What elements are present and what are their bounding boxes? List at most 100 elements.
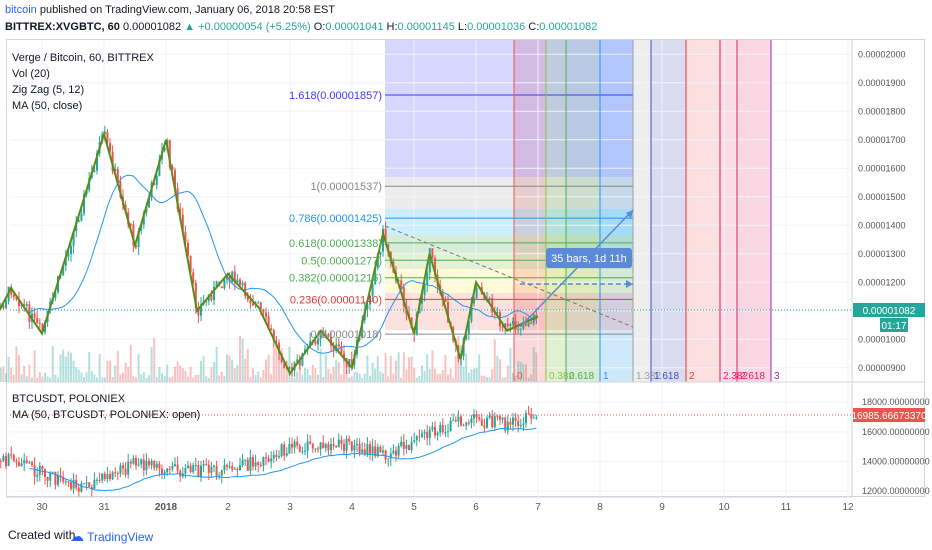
lower-candle	[353, 445, 356, 451]
main-candle	[179, 209, 182, 215]
chart-header: bitcoin published on TradingView.com, Ja…	[0, 0, 932, 40]
main-candle	[77, 220, 80, 222]
lower-candle	[457, 416, 460, 422]
lower-candle	[265, 457, 267, 459]
lower-candle	[358, 443, 361, 453]
lower-candle	[166, 468, 169, 473]
main-y-tick: 0.00001800	[858, 106, 906, 116]
fib-time-label: 1.618	[654, 371, 679, 382]
main-y-tick: 0.00002000	[858, 49, 906, 59]
volume-bar	[332, 366, 335, 382]
lower-legend-ma[interactable]: MA (50, BTCUSDT, POLONIEX: open)	[12, 409, 200, 421]
price-label: 0.00001082	[863, 306, 916, 317]
main-candle	[36, 317, 39, 323]
volume-bar	[413, 367, 416, 382]
volume-bar	[480, 375, 483, 382]
volume-bar	[340, 374, 343, 382]
lower-candle	[530, 414, 533, 419]
volume-bar	[223, 375, 226, 382]
main-candle	[525, 323, 527, 326]
main-candle	[512, 320, 514, 324]
main-candle	[106, 131, 109, 144]
volume-bar	[491, 368, 494, 382]
close-value: 0.00001082	[539, 21, 598, 33]
lower-price-axis[interactable]: 18000.00000000 16000.00000000 14000.000000…	[862, 397, 930, 496]
volume-bar	[272, 348, 275, 382]
main-candle	[137, 230, 140, 248]
main-candle	[129, 224, 132, 226]
lower-candle	[5, 456, 7, 466]
tradingview-logo-icon[interactable]: ☁ TradingView	[70, 528, 154, 544]
lower-candle	[280, 444, 283, 457]
fib-retracement-labels: 1.618(0.00001857) 1(0.00001537) 0.786(0.00…	[289, 90, 382, 341]
projection-arrowhead	[626, 210, 633, 219]
main-candle	[67, 254, 70, 257]
lower-candle	[163, 472, 166, 475]
volume-bar	[129, 344, 132, 382]
lower-candle	[23, 460, 26, 464]
lower-candle	[116, 473, 119, 475]
lower-candle	[96, 479, 98, 481]
lower-candle	[376, 446, 379, 457]
legend-symbol[interactable]: Verge / Bitcoin, 60, BITTREX	[12, 52, 155, 64]
lower-candle	[314, 448, 317, 450]
lower-candle	[465, 422, 468, 426]
legend-ma[interactable]: MA (50, close)	[12, 100, 82, 112]
main-candle	[501, 326, 504, 328]
lower-y-tick: 18000.00000000	[862, 397, 930, 407]
lower-candle	[187, 465, 189, 469]
fib-label: 0.382(0.00001216)	[289, 273, 382, 285]
lower-candle	[171, 465, 174, 470]
x-tick: 8	[597, 502, 603, 513]
lower-candle	[202, 464, 205, 466]
legend-volume[interactable]: Vol (20)	[12, 68, 50, 80]
lower-candle	[356, 443, 358, 446]
volume-bar	[59, 354, 62, 382]
main-candle	[527, 322, 530, 326]
main-candle	[434, 258, 436, 276]
volume-bar	[249, 376, 252, 382]
main-candle	[371, 284, 374, 296]
lower-candle	[252, 457, 254, 467]
volume-bar	[236, 364, 239, 382]
main-candle	[171, 166, 174, 171]
volume-bar	[343, 344, 345, 382]
lower-candle	[127, 461, 130, 475]
main-candle	[38, 322, 41, 324]
lower-candle	[145, 460, 148, 471]
publish-line: bitcoin published on TradingView.com, Ja…	[5, 4, 335, 16]
target-arrowhead	[626, 280, 633, 288]
author-link[interactable]: bitcoin	[5, 4, 37, 16]
volume-bar	[314, 367, 317, 382]
time-axis[interactable]: 30 31 2018 2 3 4 5 6 7 8 9 10 11 12	[36, 502, 854, 513]
lower-candle	[496, 416, 499, 418]
volume-bar	[213, 361, 215, 382]
volume-bar	[452, 377, 455, 382]
volume-bar	[111, 377, 114, 382]
lower-y-tick: 12000.00000000	[862, 486, 930, 496]
lower-candle	[218, 475, 221, 477]
volume-bar	[376, 355, 379, 382]
lower-legend-symbol[interactable]: BTCUSDT, POLONIEX	[12, 393, 126, 405]
main-candle	[236, 279, 239, 283]
main-candle	[231, 271, 234, 282]
lower-price-label-box	[853, 408, 925, 422]
fib-time-label: 2.382	[723, 371, 748, 382]
main-y-tick: 0.00001500	[858, 192, 906, 202]
main-candle	[426, 272, 429, 285]
lower-candle	[119, 465, 122, 474]
projection-arrow[interactable]	[519, 209, 634, 328]
volume-bar	[278, 353, 280, 382]
volume-bar	[410, 356, 413, 382]
countdown-box	[880, 318, 908, 332]
lower-candle	[309, 441, 312, 444]
volume-bar	[145, 377, 148, 382]
x-tick: 6	[473, 502, 479, 513]
lower-candle	[88, 482, 91, 488]
dashed-trend-line	[384, 225, 634, 328]
lower-candle	[478, 417, 481, 420]
legend-zigzag[interactable]: Zig Zag (5, 12)	[12, 84, 84, 96]
volume-bar	[337, 362, 340, 382]
main-candle	[148, 197, 150, 208]
